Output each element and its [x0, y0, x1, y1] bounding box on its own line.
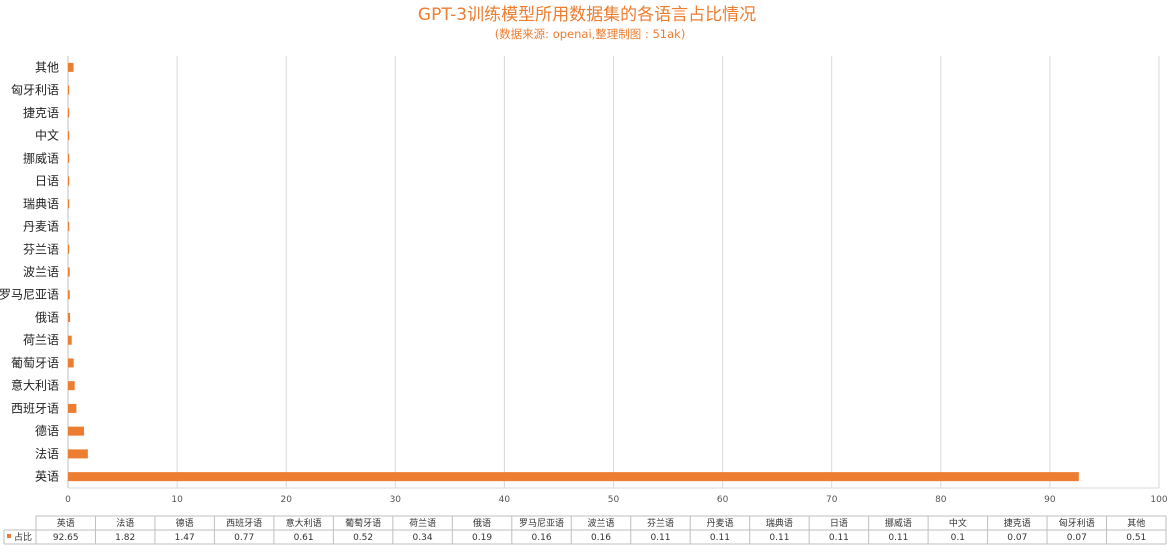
table-value-cell: 0.51 — [1126, 533, 1146, 543]
bars — [68, 62, 1079, 482]
table-header-cell: 中文 — [949, 517, 967, 529]
x-tick-label: 30 — [390, 495, 402, 505]
table-header-cell: 挪威语 — [885, 517, 912, 529]
bar — [68, 176, 70, 186]
table-value-cell: 0.1 — [951, 533, 965, 543]
table-value-cell: 1.47 — [175, 533, 195, 543]
bar — [68, 335, 72, 345]
bar — [68, 244, 70, 254]
category-label: 葡萄牙语 — [11, 356, 59, 370]
category-label: 捷克语 — [23, 106, 59, 120]
bar — [68, 85, 70, 95]
table-value-cell: 0.07 — [1067, 533, 1087, 543]
bar — [68, 153, 70, 163]
x-tick-label: 90 — [1044, 495, 1056, 505]
bar — [68, 62, 74, 72]
table-value-cell: 92.65 — [53, 533, 79, 543]
table-header-cell: 俄语 — [473, 517, 491, 529]
table-header-cell: 荷兰语 — [409, 517, 436, 529]
table-value-cell: 1.82 — [115, 533, 135, 543]
x-tick-labels: 0 10 20 30 40 50 60 70 80 90 100 — [65, 495, 1168, 505]
bar — [68, 108, 70, 118]
table-value-cell: 0.34 — [413, 533, 433, 543]
bar — [68, 426, 85, 436]
bar — [68, 403, 77, 413]
bar — [68, 358, 74, 368]
gridlines — [67, 56, 1160, 489]
table-header-cell: 罗马尼亚语 — [519, 518, 564, 529]
x-tick-label: 20 — [280, 495, 292, 505]
table-header-cell: 芬兰语 — [647, 517, 674, 529]
chart-subtitle: (数据来源: openai,整理制图 : 51ak) — [495, 27, 686, 41]
x-tick-label: 50 — [608, 495, 620, 505]
bar — [68, 199, 70, 209]
table-value-cell: 0.11 — [888, 533, 908, 543]
table-header-cell: 匈牙利语 — [1059, 517, 1095, 529]
bar — [68, 472, 1079, 482]
category-label: 日语 — [35, 174, 59, 188]
x-tick-label: 40 — [499, 495, 511, 505]
table-value-cell: 0.11 — [829, 533, 849, 543]
table-value-cell: 0.52 — [353, 533, 373, 543]
table-value-cell: 0.61 — [294, 533, 314, 543]
table-header-cell: 波兰语 — [587, 517, 614, 529]
table-header-cell: 德语 — [176, 517, 194, 529]
category-labels: 英语 法语 德语 西班牙语 意大利语 葡萄牙语 荷兰语 俄语 罗马尼亚语 波兰语 芬兰语 丹麦语 瑞典语… — [0, 60, 59, 483]
table-series-name: 占比 — [14, 531, 32, 543]
category-label: 挪威语 — [23, 151, 59, 165]
bar — [68, 381, 75, 391]
chart-title: GPT-3训练模型所用数据集的各语言占比情况 — [418, 5, 756, 25]
table-value-cell: 0.11 — [710, 533, 730, 543]
category-label: 西班牙语 — [11, 401, 59, 415]
category-label: 法语 — [35, 447, 59, 461]
x-tick-label: 100 — [1150, 495, 1167, 505]
bar — [68, 449, 88, 459]
x-tick-label: 70 — [826, 495, 838, 505]
table-header-cell: 瑞典语 — [766, 517, 793, 529]
table-header-cell: 意大利语 — [286, 517, 322, 529]
category-label: 荷兰语 — [23, 333, 59, 347]
table-header-cell: 丹麦语 — [706, 517, 733, 529]
category-label: 罗马尼亚语 — [0, 288, 59, 302]
legend-key — [7, 534, 11, 538]
category-label: 中文 — [35, 128, 59, 143]
category-label: 波兰语 — [23, 265, 59, 279]
table-header-cell: 西班牙语 — [226, 517, 262, 529]
table-header-cell: 法语 — [116, 517, 134, 529]
category-label: 芬兰语 — [23, 242, 59, 256]
bar — [68, 222, 70, 232]
bar — [68, 267, 70, 277]
x-tick-label: 10 — [171, 495, 183, 505]
x-tick-label: 60 — [717, 495, 729, 505]
category-label: 匈牙利语 — [11, 83, 59, 97]
table-value-cell: 0.16 — [591, 533, 611, 543]
table-value-cell: 0.11 — [769, 533, 789, 543]
table-value-cell: 0.16 — [532, 533, 552, 543]
table-header-cell: 英语 — [57, 517, 75, 529]
category-label: 意大利语 — [11, 378, 59, 393]
table-header-cell: 葡萄牙语 — [345, 517, 381, 529]
table-header-cell: 日语 — [830, 518, 848, 529]
table-value-cell: 0.07 — [1007, 533, 1027, 543]
table-value-cell: 0.11 — [650, 533, 670, 543]
category-label: 俄语 — [35, 310, 59, 324]
category-label: 其他 — [35, 60, 59, 74]
table-value-cell: 0.19 — [472, 533, 492, 543]
category-label: 丹麦语 — [23, 220, 59, 234]
bar — [68, 312, 71, 322]
bar — [68, 290, 70, 300]
category-label: 英语 — [35, 470, 59, 484]
table-value-cell: 0.77 — [234, 533, 254, 543]
x-tick-label: 0 — [65, 495, 71, 505]
x-tick-label: 80 — [935, 495, 947, 505]
table-header-cell: 其他 — [1127, 517, 1145, 529]
table-header-cell: 捷克语 — [1004, 517, 1031, 529]
bar — [68, 131, 70, 141]
category-label: 瑞典语 — [23, 197, 59, 211]
category-label: 德语 — [35, 423, 59, 438]
data-table: 占比 英语 92.65 法语 1.82 德语 1.47 西班牙语 0.77 意大利语 0.61 葡萄牙… — [3, 515, 1167, 545]
